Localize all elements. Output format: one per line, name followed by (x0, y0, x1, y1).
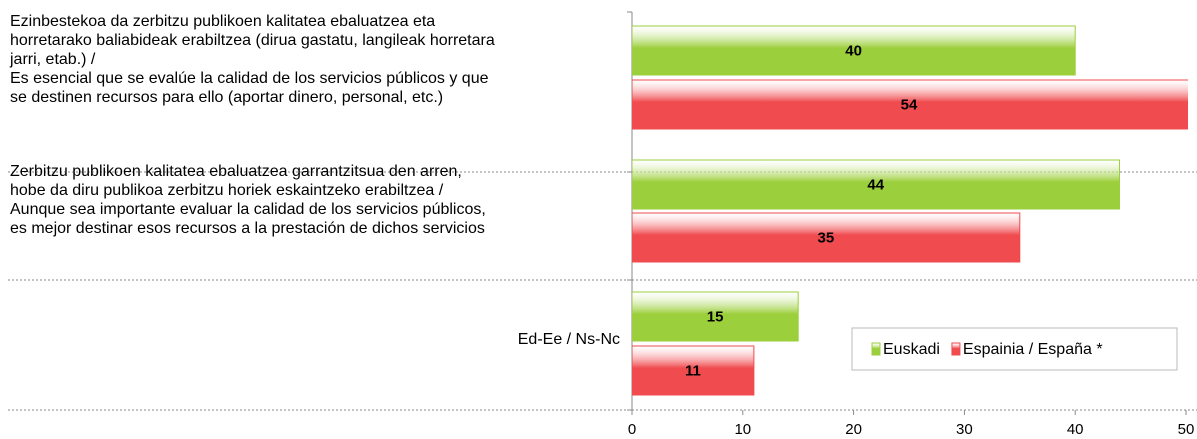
x-tick-label: 0 (628, 421, 636, 438)
legend-label: Espainia / España * (963, 341, 1103, 358)
x-tick-label: 50 (1178, 421, 1195, 438)
x-tick-label: 10 (734, 421, 751, 438)
bar (632, 25, 1076, 76)
bar (632, 345, 755, 396)
category-label: Ezinbestekoa da zerbitzu publikoen kalit… (10, 13, 495, 106)
value-label: 35 (818, 229, 835, 246)
category-label: Zerbitzu publikoen kalitatea ebaluatzea … (10, 163, 486, 237)
x-tick-label: 20 (845, 421, 862, 438)
value-label: 54 (901, 96, 918, 113)
legend-label: Euskadi (883, 341, 940, 358)
bar (632, 159, 1121, 210)
value-label: 44 (867, 176, 884, 193)
legend-swatch (871, 342, 881, 356)
value-label: 40 (845, 42, 862, 59)
category-label: Ed-Ee / Ns-Nc (517, 331, 620, 348)
x-tick-label: 30 (956, 421, 973, 438)
bar (632, 79, 1188, 130)
bar (632, 291, 799, 342)
bar (632, 212, 1021, 263)
value-label: 15 (707, 308, 724, 325)
x-tick-label: 40 (1067, 421, 1084, 438)
value-label: 11 (685, 362, 701, 379)
legend-swatch (951, 342, 961, 356)
legend-box (851, 327, 1178, 371)
bars (632, 25, 1188, 396)
